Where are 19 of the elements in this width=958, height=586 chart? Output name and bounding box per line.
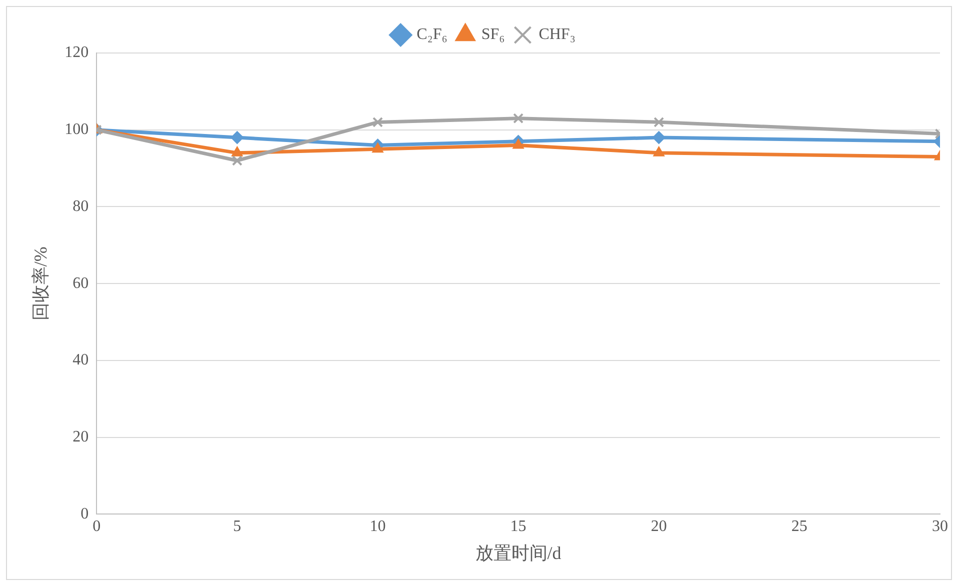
- y-tick-label: 60: [72, 274, 89, 292]
- x-tick-label: 0: [92, 518, 101, 536]
- y-tick-label: 40: [72, 352, 89, 369]
- y-tick-label: 120: [64, 44, 89, 62]
- x-tick-label: 10: [370, 518, 386, 536]
- x-tick-label: 5: [233, 518, 242, 536]
- x-tick-label: 15: [510, 518, 526, 536]
- legend-label: CHF₃: [538, 26, 576, 44]
- legend-label: C₂F₆: [416, 26, 448, 44]
- y-tick-label: 20: [72, 428, 89, 446]
- y-axis-title: 回收率/%: [30, 246, 51, 321]
- y-tick-label: 0: [80, 505, 89, 522]
- x-tick-label: 30: [932, 518, 948, 536]
- y-tick-label: 80: [72, 198, 89, 215]
- y-tick-label: 100: [64, 121, 89, 138]
- x-axis-title: 放置时间/d: [475, 542, 562, 563]
- x-tick-label: 20: [650, 518, 667, 536]
- legend-label: SF₆: [481, 26, 505, 44]
- x-tick-label: 25: [791, 518, 808, 536]
